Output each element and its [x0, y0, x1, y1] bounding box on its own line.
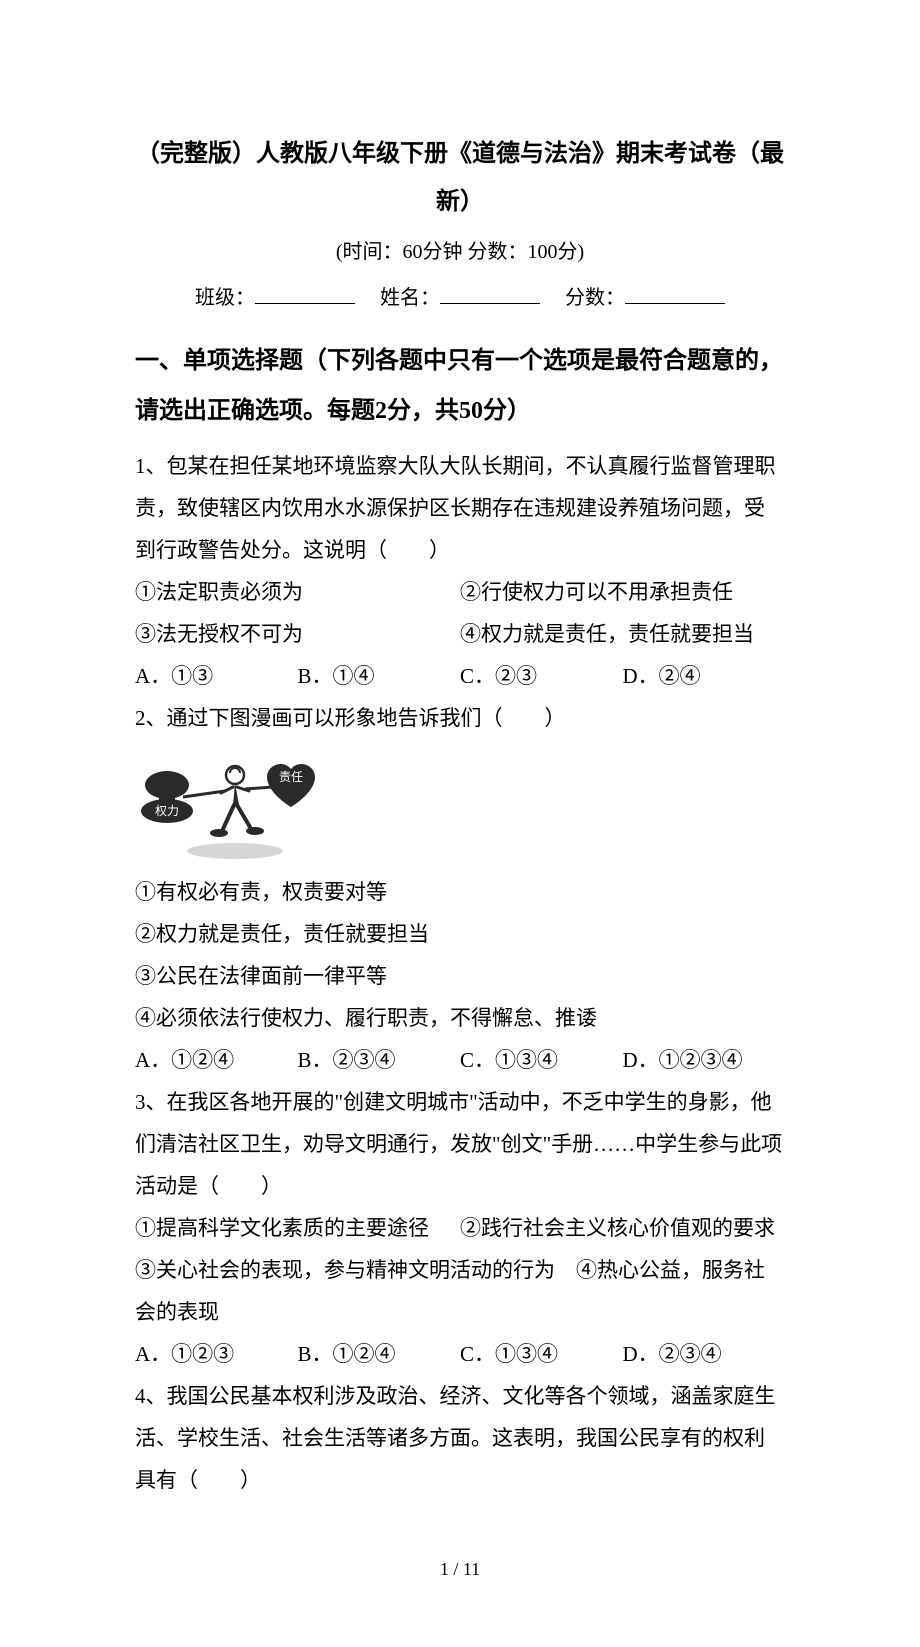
name-label: 姓名： [380, 287, 440, 309]
class-blank[interactable] [255, 284, 355, 304]
q3-optB[interactable]: B．①②④ [298, 1333, 461, 1375]
fill-line: 班级： 姓名： 分数： [135, 278, 785, 318]
score-blank[interactable] [625, 284, 725, 304]
q3-sub3: ③关心社会的表现，参与精神文明活动的行为 [135, 1258, 555, 1282]
q1-optA[interactable]: A．①③ [135, 655, 298, 697]
cartoon-left-label: 权力 [155, 804, 179, 818]
q3-optC[interactable]: C．①③④ [460, 1333, 623, 1375]
q1-subs-row1: ①法定职责必须为 ②行使权力可以不用承担责任 [135, 571, 785, 613]
class-label: 班级： [195, 287, 255, 309]
exam-title: （完整版）人教版八年级下册《道德与法治》期末考试卷（最新） [135, 130, 785, 226]
cartoon-icon: 权力 责任 [135, 747, 330, 867]
q2-sub4: ④必须依法行使权力、履行职责，不得懈怠、推诿 [135, 997, 785, 1039]
q3-subs-row2: ③关心社会的表现，参与精神文明活动的行为 ④热心公益，服务社会的表现 [135, 1249, 785, 1333]
q2-optC[interactable]: C．①③④ [460, 1039, 623, 1081]
q1-stem: 1、包某在担任某地环境监察大队大队长期间，不认真履行监督管理职责，致使辖区内饮用… [135, 445, 785, 571]
cartoon-right-label: 责任 [279, 770, 303, 784]
q1-subs-row2: ③法无授权不可为 ④权力就是责任，责任就要担当 [135, 613, 785, 655]
exam-meta: (时间：60分钟 分数：100分) [135, 232, 785, 272]
section-header: 一、单项选择题（下列各题中只有一个选项是最符合题意的，请选出正确选项。每题2分，… [135, 336, 785, 437]
q1-sub1: ①法定职责必须为 [135, 571, 460, 613]
q1-sub2: ②行使权力可以不用承担责任 [460, 571, 785, 613]
score-label: 分数： [565, 287, 625, 309]
q2-sub2: ②权力就是责任，责任就要担当 [135, 913, 785, 955]
q2-options: A．①②④ B．②③④ C．①③④ D．①②③④ [135, 1039, 785, 1081]
q3-sub1: ①提高科学文化素质的主要途径 [135, 1207, 460, 1249]
q2-stem: 2、通过下图漫画可以形象地告诉我们（ ） [135, 697, 785, 739]
q2-cartoon: 权力 责任 [135, 747, 785, 867]
q3-sub2: ②践行社会主义核心价值观的要求 [460, 1207, 785, 1249]
q2-optB[interactable]: B．②③④ [298, 1039, 461, 1081]
q1-sub4: ④权力就是责任，责任就要担当 [460, 613, 785, 655]
q1-optC[interactable]: C．②③ [460, 655, 623, 697]
q4-stem: 4、我国公民基本权利涉及政治、经济、文化等各个领域，涵盖家庭生活、学校生活、社会… [135, 1375, 785, 1501]
q2-sub3: ③公民在法律面前一律平等 [135, 955, 785, 997]
q3-stem: 3、在我区各地开展的"创建文明城市"活动中，不乏中学生的身影，他们清洁社区卫生，… [135, 1081, 785, 1207]
q2-optD[interactable]: D．①②③④ [623, 1039, 786, 1081]
q1-optB[interactable]: B．①④ [298, 655, 461, 697]
q1-optD[interactable]: D．②④ [623, 655, 786, 697]
q1-options: A．①③ B．①④ C．②③ D．②④ [135, 655, 785, 697]
q3-subs-row1: ①提高科学文化素质的主要途径 ②践行社会主义核心价值观的要求 [135, 1207, 785, 1249]
page-number: 1 / 11 [135, 1551, 785, 1587]
q3-optA[interactable]: A．①②③ [135, 1333, 298, 1375]
q2-optA[interactable]: A．①②④ [135, 1039, 298, 1081]
q2-sub1: ①有权必有责，权责要对等 [135, 871, 785, 913]
q3-options: A．①②③ B．①②④ C．①③④ D．②③④ [135, 1333, 785, 1375]
name-blank[interactable] [440, 284, 540, 304]
q3-optD[interactable]: D．②③④ [623, 1333, 786, 1375]
q1-sub3: ③法无授权不可为 [135, 613, 460, 655]
